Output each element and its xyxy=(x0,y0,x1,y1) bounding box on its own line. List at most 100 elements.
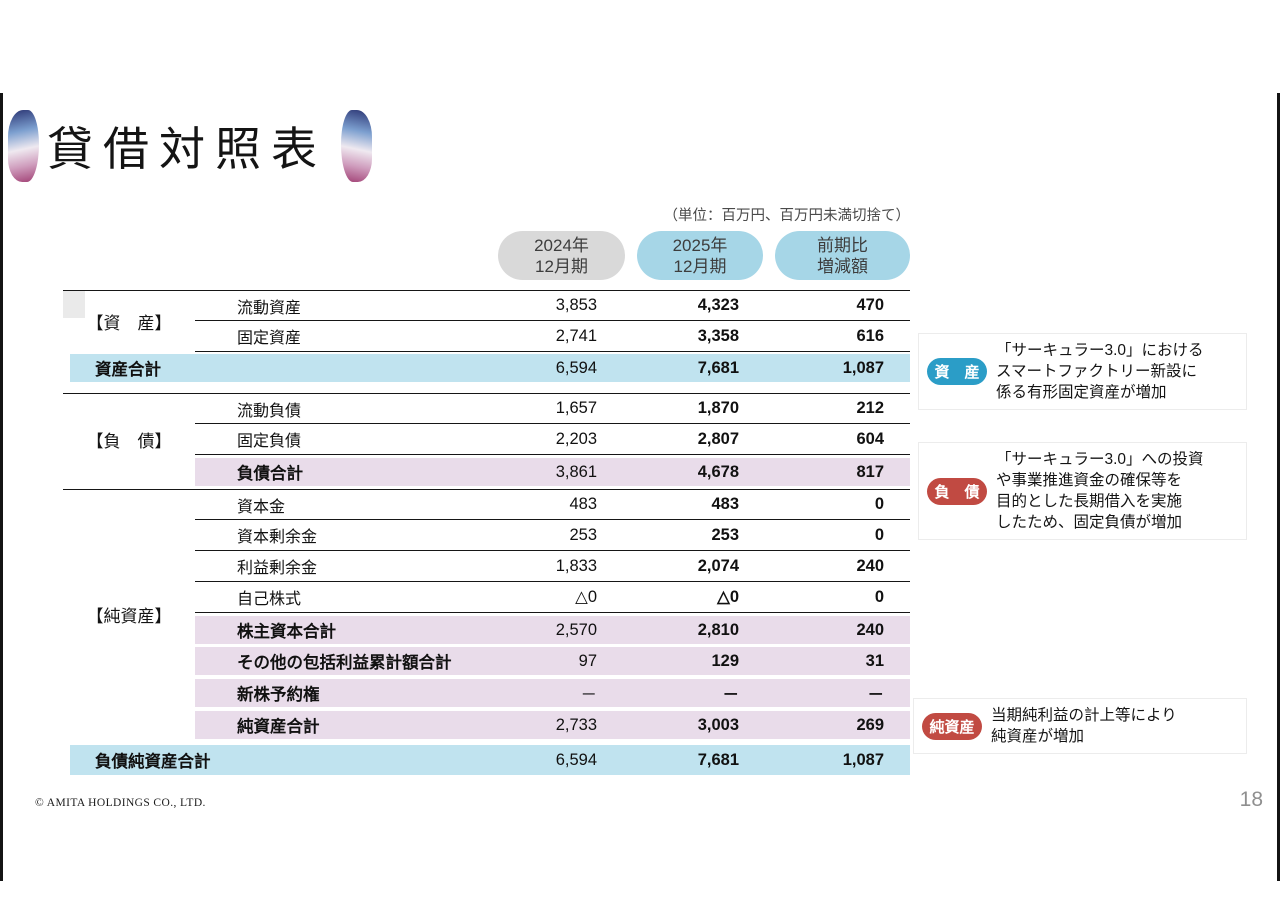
value-2024: 2,733 xyxy=(555,715,597,734)
table-row-capital-surplus: 資本剰余金 253 253 0 xyxy=(63,520,910,551)
value-2024: 6,594 xyxy=(555,750,597,769)
value-diff: 1,087 xyxy=(842,750,884,769)
value-2025: 4,323 xyxy=(625,291,763,321)
table-row-capital-stock: 資本金 483 483 0 xyxy=(63,489,910,520)
value-diff: 31 xyxy=(865,651,884,670)
table-row-total-liabilities: 負債合計 3,861 4,678 817 xyxy=(195,458,910,486)
slide-edge-right xyxy=(1277,93,1280,881)
value-2024: 2,203 xyxy=(480,424,625,455)
table-row-treasury-stock: 自己株式 △0 △0 0 xyxy=(63,582,910,613)
value-diff: 0 xyxy=(763,582,910,613)
table-row-shareholders-equity-total: 株主資本合計 2,570 2,810 240 xyxy=(195,616,910,644)
unit-note: （単位：百万円、百万円未満切捨て） xyxy=(663,208,911,224)
title-deco-left-icon xyxy=(8,110,39,182)
value-diff: 0 xyxy=(763,490,910,520)
value-2025: 4,678 xyxy=(697,462,739,481)
value-2024: △0 xyxy=(480,582,625,613)
value-2024: 6,594 xyxy=(555,358,597,377)
annotation-assets: 資 産 「サーキュラー3.0」における スマートファクトリー新設に 係る有形固定… xyxy=(918,333,1247,410)
value-2024: 483 xyxy=(480,490,625,520)
value-diff: 269 xyxy=(856,715,884,734)
value-2025: 3,003 xyxy=(697,715,739,734)
section-label-net-assets: 【純資産】 xyxy=(86,606,172,626)
column-header-2025: 2025年 12月期 xyxy=(637,231,763,280)
value-2025: 253 xyxy=(625,520,763,551)
value-2025: △0 xyxy=(625,582,763,613)
title-deco-right-icon xyxy=(341,110,372,182)
annotation-liabilities: 負 債 「サーキュラー3.0」への投資 や事業推進資金の確保等を 目的とした長期… xyxy=(918,442,1247,540)
corner-accent xyxy=(63,291,85,318)
value-diff: 0 xyxy=(763,520,910,551)
section-label-liabilities: 【負 債】 xyxy=(86,432,172,451)
annotation-net-assets: 純資産 当期純利益の計上等により 純資産が増加 xyxy=(913,698,1247,754)
value-2024: 1,657 xyxy=(480,394,625,424)
table-row-share-acquisition-rights: 新株予約権 － － － xyxy=(195,679,910,707)
row-label: 自己株式 xyxy=(195,582,480,613)
table-row-current-assets: 流動資産 3,853 4,323 470 xyxy=(63,290,910,321)
value-2025: 129 xyxy=(711,651,739,670)
row-label: 純資産合計 xyxy=(237,718,320,736)
row-label: その他の包括利益累計額合計 xyxy=(237,654,452,672)
row-label: 負債合計 xyxy=(237,465,303,483)
value-diff: 240 xyxy=(856,620,884,639)
section-label-assets: 【資 産】 xyxy=(86,314,172,333)
row-label: 固定資産 xyxy=(195,321,480,352)
row-label: 資本剰余金 xyxy=(195,520,480,551)
row-label: 新株予約権 xyxy=(237,686,320,704)
value-2024: － xyxy=(580,686,598,704)
page-number: 18 xyxy=(1239,788,1263,811)
table-row-total-assets: 資産合計 6,594 7,681 1,087 xyxy=(70,354,910,382)
table-row-current-liabilities: 流動負債 1,657 1,870 212 xyxy=(63,393,910,424)
balance-sheet-table: 【資 産】 【負 債】 【純資産】 流動資産 3,853 4,323 470 固… xyxy=(63,290,910,775)
row-label: 流動負債 xyxy=(195,394,480,424)
value-2025: 1,870 xyxy=(625,394,763,424)
value-2024: 3,861 xyxy=(555,462,597,481)
value-diff: 212 xyxy=(763,394,910,424)
row-label: 流動資産 xyxy=(195,291,480,321)
value-2025: 2,074 xyxy=(625,551,763,582)
table-row-accumulated-oci-total: その他の包括利益累計額合計 97 129 31 xyxy=(195,647,910,675)
value-2025: 7,681 xyxy=(697,750,739,769)
copyright-text: © AMITA HOLDINGS CO., LTD. xyxy=(35,797,206,809)
table-row-fixed-liabilities: 固定負債 2,203 2,807 604 xyxy=(63,424,910,455)
liabilities-badge: 負 債 xyxy=(927,477,987,505)
value-diff: 1,087 xyxy=(842,358,884,377)
value-2024: 1,833 xyxy=(480,551,625,582)
value-2025: 483 xyxy=(625,490,763,520)
value-2025: 2,807 xyxy=(625,424,763,455)
table-row-retained-earnings: 利益剰余金 1,833 2,074 240 xyxy=(63,551,910,582)
value-2024: 253 xyxy=(480,520,625,551)
value-diff: 616 xyxy=(763,321,910,352)
row-label: 負債純資産合計 xyxy=(95,753,211,771)
value-2024: 2,570 xyxy=(555,620,597,639)
column-header-diff: 前期比 増減額 xyxy=(775,231,910,280)
value-diff: 470 xyxy=(763,291,910,321)
value-2025: 3,358 xyxy=(625,321,763,352)
value-2025: － xyxy=(722,686,740,704)
value-diff: 240 xyxy=(763,551,910,582)
page-title: 貸借対照表 xyxy=(47,123,327,175)
value-2024: 3,853 xyxy=(480,291,625,321)
column-header-2024: 2024年 12月期 xyxy=(498,231,625,280)
slide-edge-left xyxy=(0,93,3,881)
title-block: 貸借対照表 xyxy=(8,110,372,182)
value-diff: 817 xyxy=(856,462,884,481)
value-diff: － xyxy=(867,686,885,704)
annotation-liabilities-text: 「サーキュラー3.0」への投資 や事業推進資金の確保等を 目的とした長期借入を実… xyxy=(996,451,1204,531)
row-label: 資産合計 xyxy=(95,361,161,379)
annotation-assets-text: 「サーキュラー3.0」における スマートファクトリー新設に 係る有形固定資産が増… xyxy=(996,342,1204,401)
value-diff: 604 xyxy=(763,424,910,455)
value-2025: 7,681 xyxy=(697,358,739,377)
annotation-net-assets-text: 当期純利益の計上等により 純資産が増加 xyxy=(991,707,1177,745)
row-label: 利益剰余金 xyxy=(195,551,480,582)
row-label: 資本金 xyxy=(195,490,480,520)
value-2024: 97 xyxy=(578,651,597,670)
table-row-net-assets-total: 純資産合計 2,733 3,003 269 xyxy=(195,711,910,739)
net-assets-badge: 純資産 xyxy=(922,712,982,740)
row-label: 株主資本合計 xyxy=(237,623,336,641)
value-2024: 2,741 xyxy=(480,321,625,352)
assets-badge: 資 産 xyxy=(927,358,987,385)
value-2025: 2,810 xyxy=(697,620,739,639)
table-row-liabilities-net-assets-total: 負債純資産合計 6,594 7,681 1,087 xyxy=(70,745,910,775)
